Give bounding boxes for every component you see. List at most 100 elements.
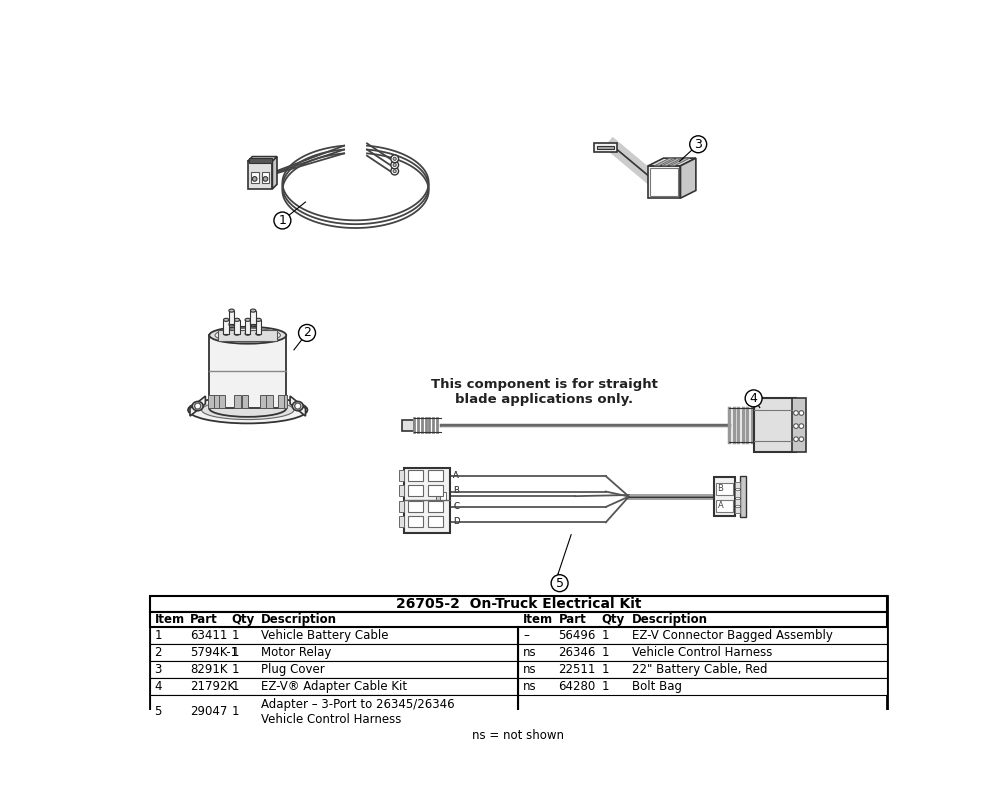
Bar bbox=[150, 627, 519, 644]
Bar bbox=[262, 172, 269, 183]
Bar bbox=[229, 310, 235, 325]
Bar bbox=[519, 661, 887, 678]
Text: 1: 1 bbox=[601, 646, 609, 659]
Text: Qty: Qty bbox=[601, 613, 624, 626]
Text: A: A bbox=[453, 471, 459, 480]
Text: 26346: 26346 bbox=[559, 646, 596, 659]
Ellipse shape bbox=[209, 326, 286, 344]
Bar bbox=[400, 485, 404, 496]
Ellipse shape bbox=[215, 328, 281, 342]
Text: Item: Item bbox=[154, 613, 184, 626]
Text: D: D bbox=[453, 517, 460, 526]
Circle shape bbox=[551, 575, 568, 591]
Bar bbox=[400, 470, 404, 480]
Bar bbox=[408, 501, 423, 512]
Bar bbox=[651, 168, 678, 196]
Bar bbox=[408, 516, 423, 527]
Text: D: D bbox=[453, 517, 460, 526]
Polygon shape bbox=[207, 394, 214, 409]
Polygon shape bbox=[649, 158, 696, 166]
Bar bbox=[209, 335, 286, 409]
Ellipse shape bbox=[245, 332, 251, 335]
Bar bbox=[735, 491, 740, 496]
Text: Adapter – 3-Port to 26345/26346: Adapter – 3-Port to 26345/26346 bbox=[261, 697, 454, 711]
Ellipse shape bbox=[229, 309, 235, 312]
Text: Motor Relay: Motor Relay bbox=[261, 646, 331, 659]
Circle shape bbox=[298, 325, 315, 342]
Circle shape bbox=[391, 161, 399, 169]
Ellipse shape bbox=[229, 323, 235, 326]
Text: 26705-2  On-Truck Electrical Kit: 26705-2 On-Truck Electrical Kit bbox=[396, 597, 641, 611]
Bar bbox=[150, 661, 519, 678]
Circle shape bbox=[745, 390, 762, 407]
Bar bbox=[251, 172, 259, 183]
Bar bbox=[740, 476, 746, 517]
Bar bbox=[408, 485, 423, 496]
Text: This component is for straight
blade applications only.: This component is for straight blade app… bbox=[431, 378, 658, 406]
Text: 5: 5 bbox=[154, 705, 162, 718]
Text: A: A bbox=[453, 471, 459, 480]
Text: 1: 1 bbox=[154, 629, 162, 642]
Ellipse shape bbox=[256, 332, 261, 335]
Text: 1: 1 bbox=[601, 629, 609, 642]
Circle shape bbox=[800, 437, 804, 441]
Bar bbox=[436, 492, 446, 500]
Bar bbox=[235, 320, 240, 334]
Bar bbox=[150, 644, 519, 661]
Bar bbox=[245, 320, 251, 334]
Text: 2: 2 bbox=[303, 326, 311, 339]
Circle shape bbox=[391, 155, 399, 163]
Text: 3: 3 bbox=[154, 663, 162, 676]
Text: Qty: Qty bbox=[232, 613, 255, 626]
Text: Vehicle Control Harness: Vehicle Control Harness bbox=[261, 713, 401, 725]
Text: Bolt Bag: Bolt Bag bbox=[632, 680, 683, 693]
Bar bbox=[402, 420, 414, 431]
Circle shape bbox=[253, 176, 257, 181]
Circle shape bbox=[794, 424, 799, 429]
Circle shape bbox=[263, 176, 268, 181]
Polygon shape bbox=[267, 394, 273, 409]
Text: 1: 1 bbox=[232, 663, 239, 676]
Bar bbox=[150, 678, 519, 695]
Text: 56496: 56496 bbox=[559, 629, 596, 642]
Polygon shape bbox=[670, 158, 690, 166]
Polygon shape bbox=[655, 158, 675, 166]
Ellipse shape bbox=[245, 318, 251, 322]
Bar bbox=[150, 596, 887, 611]
Ellipse shape bbox=[292, 401, 303, 411]
Text: 4: 4 bbox=[749, 392, 757, 405]
Bar bbox=[408, 470, 423, 480]
Text: 1: 1 bbox=[232, 629, 239, 642]
Polygon shape bbox=[248, 156, 277, 161]
Ellipse shape bbox=[224, 318, 229, 322]
Bar bbox=[716, 500, 733, 512]
Polygon shape bbox=[681, 158, 696, 198]
Bar bbox=[649, 166, 681, 198]
Text: Description: Description bbox=[261, 613, 336, 626]
Polygon shape bbox=[219, 394, 226, 409]
Polygon shape bbox=[214, 394, 221, 409]
Polygon shape bbox=[242, 394, 249, 409]
Polygon shape bbox=[278, 394, 284, 409]
Text: EZ-V Connector Bagged Assembly: EZ-V Connector Bagged Assembly bbox=[632, 629, 833, 642]
Text: 3: 3 bbox=[694, 138, 702, 151]
Bar bbox=[250, 158, 272, 163]
Bar bbox=[219, 330, 277, 341]
Polygon shape bbox=[422, 490, 449, 502]
Bar bbox=[428, 485, 443, 496]
Circle shape bbox=[393, 169, 396, 172]
Bar bbox=[400, 501, 404, 512]
Circle shape bbox=[800, 411, 804, 415]
Bar bbox=[735, 508, 740, 513]
Circle shape bbox=[194, 403, 200, 409]
Text: 22" Battery Cable, Red: 22" Battery Cable, Red bbox=[632, 663, 768, 676]
Text: 8291K: 8291K bbox=[190, 663, 228, 676]
Circle shape bbox=[794, 411, 799, 415]
Polygon shape bbox=[290, 396, 305, 416]
Bar bbox=[735, 499, 740, 505]
Circle shape bbox=[274, 212, 291, 229]
Bar bbox=[400, 516, 404, 527]
Polygon shape bbox=[281, 394, 287, 409]
Text: 5794K-1: 5794K-1 bbox=[190, 646, 238, 659]
Text: 29047: 29047 bbox=[190, 705, 228, 718]
